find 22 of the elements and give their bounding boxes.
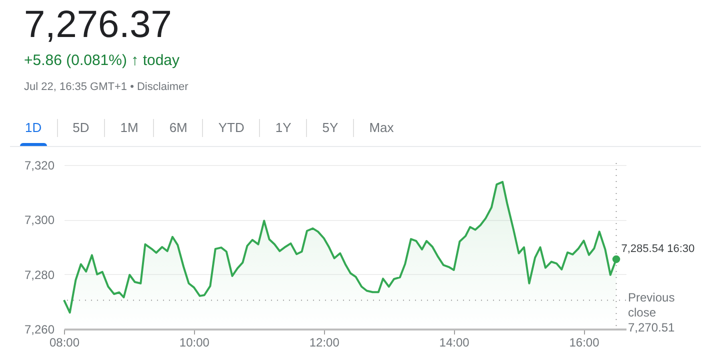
x-tick-label: 10:00 bbox=[179, 336, 210, 350]
text: Max bbox=[353, 119, 409, 137]
annotation: 7,285.54 16:30 bbox=[621, 243, 695, 256]
y-tick-label: 7,320 bbox=[24, 158, 55, 172]
y-tick-label: 7,260 bbox=[24, 322, 55, 336]
chart-title: 7,276.37 bbox=[24, 4, 172, 47]
x-tick-label: 16:00 bbox=[569, 336, 600, 350]
text: 6M bbox=[153, 119, 202, 137]
text: 5D bbox=[56, 119, 104, 137]
text: 1D bbox=[24, 119, 43, 137]
text: Jul 22, 16:35 GMT+1 • Disclaimer bbox=[24, 81, 188, 93]
chart-subtitle: +5.86 (0.081%) ↑ today bbox=[24, 52, 180, 69]
text: 1Y bbox=[259, 119, 306, 137]
text: YTD bbox=[202, 119, 260, 137]
y-tick-label: 7,300 bbox=[24, 213, 55, 228]
text: 5Y bbox=[306, 119, 354, 137]
x-tick-label: 08:00 bbox=[49, 336, 80, 350]
text: 1M bbox=[104, 119, 154, 137]
y-tick-label: 7,280 bbox=[24, 268, 55, 282]
x-tick-label: 14:00 bbox=[439, 336, 470, 350]
ref-line-label: Previous close 7,270.51 bbox=[628, 290, 676, 334]
x-tick-label: 12:00 bbox=[309, 336, 340, 350]
